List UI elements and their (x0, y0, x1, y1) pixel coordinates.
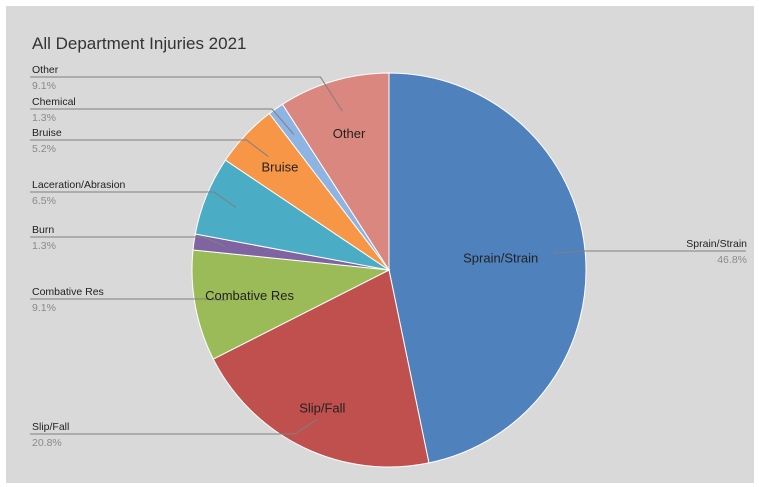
slice-category-label: Combative Res (32, 286, 104, 298)
inner-label: Sprain/Strain (463, 251, 538, 266)
chart-title: All Department Injuries 2021 (32, 34, 247, 53)
leader-line (30, 139, 269, 158)
slice-category-label: Slip/Fall (32, 421, 69, 433)
slice-percent-label: 6.5% (32, 195, 56, 207)
inner-label: Slip/Fall (299, 400, 345, 415)
leader-line (30, 298, 227, 301)
pie-slice-slip-fall (212, 269, 430, 468)
leader-line (30, 191, 237, 208)
pie-chart: All Department Injuries 2021 Sprain/Stra… (30, 34, 747, 468)
pie-slices (191, 72, 587, 468)
leader-lines (30, 76, 746, 435)
slice-percent-label: 1.3% (32, 240, 56, 252)
inner-label: Other (333, 126, 366, 141)
slice-percent-label: 9.1% (32, 302, 56, 314)
slice-percent-label: 1.3% (32, 112, 56, 124)
inner-label: Combative Res (205, 288, 294, 303)
slice-category-label: Burn (32, 224, 54, 236)
slice-percent-label: 5.2% (32, 143, 56, 155)
slice-category-label: Bruise (32, 127, 62, 139)
pie-slice-combative-res (191, 249, 391, 360)
slice-category-label: Chemical (32, 96, 76, 108)
leader-line (553, 250, 746, 254)
chart-area: All Department Injuries 2021 Sprain/Stra… (6, 6, 754, 483)
inner-label: Bruise (262, 159, 299, 174)
leader-line (30, 76, 343, 112)
leader-line (30, 108, 295, 135)
slice-category-label: Laceration/Abrasion (32, 179, 126, 191)
leader-line (30, 236, 226, 247)
slice-category-label: Sprain/Strain (686, 238, 747, 250)
slice-labels: Sprain/Strain Sprain/Strain 46.8% Slip/Fall… (32, 64, 747, 449)
pie-slice-sprain-strain (388, 72, 587, 464)
leader-line (30, 418, 318, 435)
slice-category-label: Other (32, 64, 59, 76)
pie-slice-other (281, 72, 390, 272)
slice-percent-label: 9.1% (32, 80, 56, 92)
slice-percent-label: 46.8% (717, 254, 747, 266)
slice-percent-label: 20.8% (32, 437, 62, 449)
